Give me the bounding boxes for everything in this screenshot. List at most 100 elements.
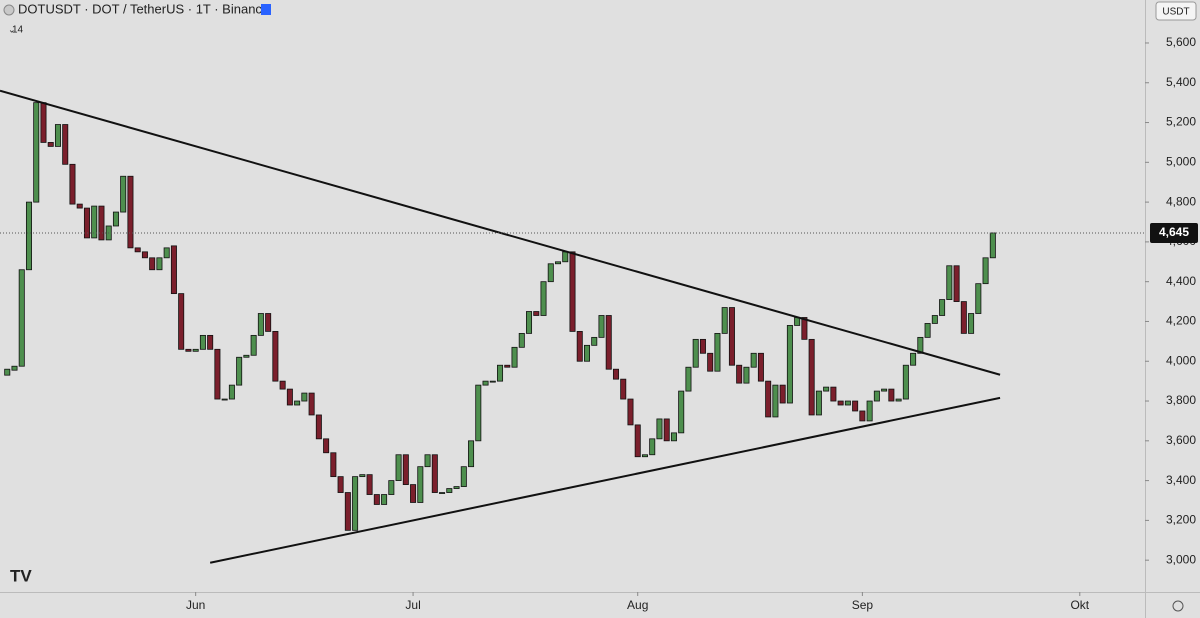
candle-body [888,388,895,402]
candle-body [823,386,830,392]
collapse-arrow: ⌄ [8,24,16,34]
candle-body [910,352,917,366]
candle-body [569,251,576,332]
candle-body [83,207,90,239]
candle-body [98,205,105,241]
flag-icon[interactable] [261,4,271,15]
symbol-title: DOTUSDT · DOT / TetherUS · 1T · Binance [18,1,269,16]
candle-body [446,488,453,493]
candle-body [830,386,837,402]
candle-body [721,307,728,334]
candle-body [141,251,148,259]
candle-body [453,486,460,489]
candle-body [931,315,938,324]
candle-body [482,380,489,386]
candle-body [692,338,699,368]
y-tick-label: 3,200 [1166,513,1196,527]
x-tick-label: Jun [186,598,205,612]
candle-body [265,313,272,332]
candle-body [475,384,482,442]
y-tick-label: 3,400 [1166,473,1196,487]
candle-body [591,336,598,346]
candle-body [149,257,156,271]
candle-body [924,323,931,338]
candle-body [714,332,721,372]
candle-body [294,400,301,406]
candle-body [207,334,214,350]
candle-body [801,317,808,340]
y-tick-label: 5,600 [1166,35,1196,49]
candle-body [728,307,735,366]
candle-body [127,175,134,249]
candle-body [873,390,880,402]
candle-body [670,432,677,442]
candle-body [156,257,163,271]
candle-body [881,388,888,392]
candle-body [989,232,996,259]
candle-body [352,476,359,531]
candle-body [960,301,967,334]
candle-body [852,400,859,412]
currency-button[interactable] [1155,1,1197,21]
candle-body [605,315,612,370]
candle-body [663,418,670,442]
candle-body [228,384,235,400]
candle-body [439,492,446,494]
candle-body [562,251,569,263]
candle-body [18,269,25,367]
candle-body [808,338,815,416]
candle-body [699,338,706,354]
candle-body [765,380,772,418]
candle-body [402,454,409,485]
candle-body [54,124,61,147]
candle-body [946,265,953,300]
candle-body [381,494,388,505]
candle-body [968,313,975,334]
candle-body [91,205,98,239]
candle-body [815,390,822,416]
candle-body [678,390,685,434]
candle-body [134,247,141,253]
candle-body [4,368,11,376]
settings-icon[interactable] [1172,600,1184,612]
candle-body [431,454,438,493]
y-tick-label: 5,000 [1166,154,1196,168]
candle-body [649,438,656,456]
candle-body [518,332,525,348]
y-tick-label: 4,200 [1166,314,1196,328]
last-price-box [1150,222,1198,243]
candle-body [540,281,547,316]
y-tick-label: 4,000 [1166,353,1196,367]
candle-body [583,344,590,362]
candle-body [112,211,119,227]
y-tick-label: 4,400 [1166,274,1196,288]
candle-body [975,283,982,314]
candle-body [301,392,308,402]
candle-body [685,366,692,392]
y-tick-label: 3,600 [1166,433,1196,447]
y-tick-label: 3,000 [1166,552,1196,566]
candle-body [120,175,127,213]
y-tick-label: 5,400 [1166,75,1196,89]
y-tick-label: 4,800 [1166,194,1196,208]
candle-body [373,494,380,505]
plot-area [0,89,1001,564]
candle-body [323,438,330,454]
candle-body [953,265,960,302]
candle-body [859,410,866,422]
candle-body [598,315,605,338]
candle-body [62,124,69,165]
candle-body [866,400,873,422]
y-tick-label: 3,800 [1166,393,1196,407]
currency-label[interactable]: USDT [1162,7,1189,18]
logo[interactable]: TV [10,566,32,585]
candle-body [612,368,619,380]
x-tick-label: Sep [852,598,874,612]
indicator-label: 14 [12,25,24,36]
candle-body [902,364,909,400]
candle-body [497,364,504,382]
candle-body [468,440,475,468]
candle-body [185,348,192,352]
candle-body [917,336,924,354]
candle-body [236,356,243,386]
